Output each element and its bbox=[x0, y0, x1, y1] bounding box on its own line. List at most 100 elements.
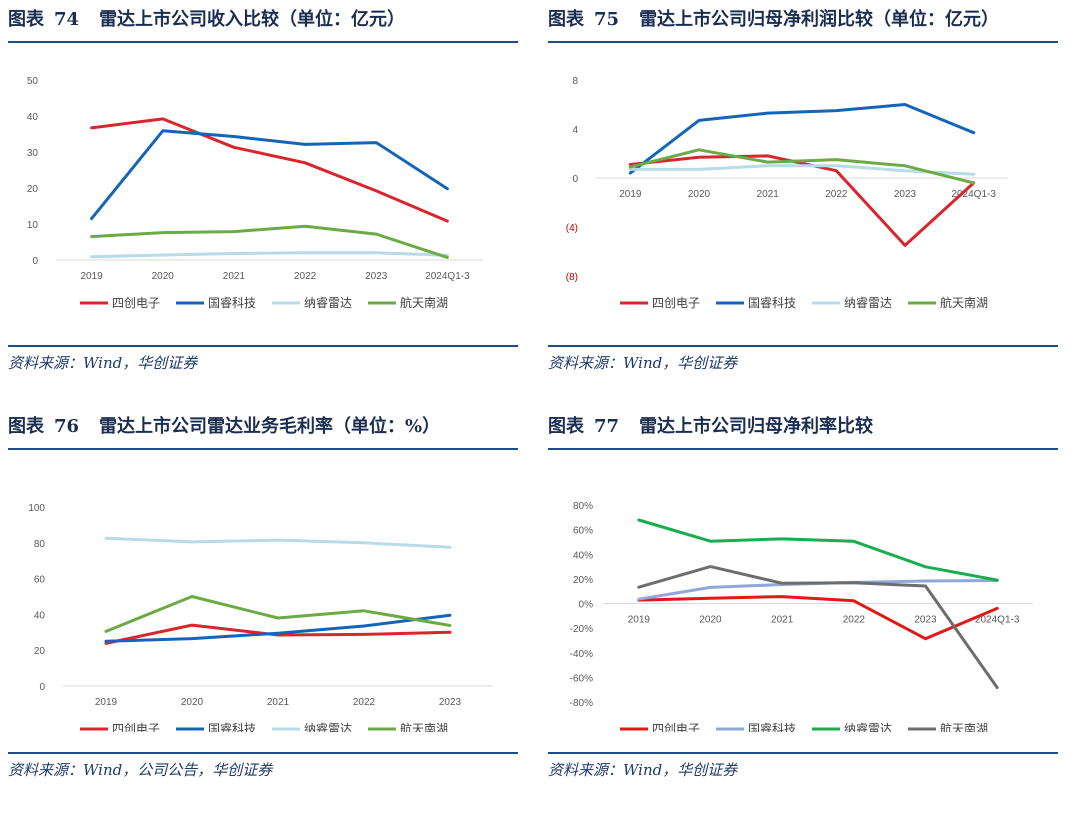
x-tick-label: 2021 bbox=[223, 271, 246, 282]
source-note: 资料来源：Wind，公司公告，华创证券 bbox=[8, 761, 273, 779]
revenue-line-chart: 0 10 20 30 40 50 2019 2020 2021 2022 2023 2024Q1-3 四… bbox=[27, 76, 483, 310]
x-tick-label: 2021 bbox=[757, 189, 780, 200]
series-line bbox=[628, 164, 976, 176]
chart-title: 图表 77 雷达上市公司归母净利率比较 bbox=[548, 416, 874, 437]
series-line bbox=[90, 129, 449, 221]
x-tick-label: 2020 bbox=[152, 271, 175, 282]
x-tick-label: 2023 bbox=[894, 189, 917, 200]
x-tick-label: 2024Q1-3 bbox=[951, 189, 996, 200]
legend-label: 四创电子 bbox=[112, 722, 160, 732]
x-tick-label: 2022 bbox=[353, 697, 376, 708]
legend-label: 国睿科技 bbox=[208, 295, 256, 310]
chart-title: 图表 76 雷达上市公司雷达业务毛利率（单位：%） bbox=[8, 416, 441, 437]
legend-label: 航天南湖 bbox=[940, 295, 988, 310]
y-tick-label: 4 bbox=[572, 125, 578, 136]
legend-label: 四创电子 bbox=[652, 296, 700, 310]
title-rule bbox=[8, 448, 518, 450]
title-rule bbox=[548, 448, 1058, 450]
y-tick-label: 100 bbox=[28, 503, 45, 514]
y-tick-label: -80% bbox=[570, 698, 593, 709]
series-line bbox=[104, 613, 452, 643]
source-rule bbox=[8, 345, 518, 347]
x-tick-label: 2019 bbox=[628, 615, 651, 626]
x-tick-label: 2019 bbox=[619, 189, 642, 200]
legend-label: 四创电子 bbox=[112, 296, 160, 310]
x-tick-label: 2022 bbox=[294, 271, 317, 282]
y-tick-label: 0 bbox=[572, 174, 578, 185]
panel-net-margin: 图表 77 雷达上市公司归母净利率比较 80% 60% 40% 20% 0% -20% -40%… bbox=[548, 407, 1058, 814]
y-tick-label: 40% bbox=[573, 550, 593, 561]
series-line bbox=[90, 224, 449, 259]
y-tick-label: -60% bbox=[570, 673, 593, 684]
net-margin-line-chart: 80% 60% 40% 20% 0% -20% -40% -60% -80% 2019 2020 20… bbox=[570, 501, 1033, 732]
series-line bbox=[628, 154, 976, 247]
y-tick-label: (8) bbox=[566, 272, 578, 283]
y-tick-label: 30 bbox=[27, 148, 39, 159]
series-line bbox=[104, 623, 452, 645]
series-line bbox=[90, 251, 449, 259]
x-tick-label: 2021 bbox=[267, 697, 290, 708]
x-tick-label: 2019 bbox=[95, 697, 118, 708]
x-tick-label: 2023 bbox=[914, 615, 937, 626]
panel-net-profit: 图表 75 雷达上市公司归母净利润比较（单位：亿元） 8 4 0 (4) (8) 2019 20… bbox=[548, 0, 1058, 407]
y-tick-label: 8 bbox=[572, 76, 578, 87]
x-tick-label: 2020 bbox=[688, 189, 711, 200]
panel-gross-margin: 图表 76 雷达上市公司雷达业务毛利率（单位：%） 0 20 40 60 80 100 2019… bbox=[8, 407, 518, 814]
y-tick-label: 20 bbox=[27, 184, 39, 195]
series-line bbox=[104, 536, 452, 549]
x-tick-label: 2023 bbox=[365, 271, 388, 282]
y-tick-label: 80 bbox=[34, 539, 46, 550]
y-tick-label: 40 bbox=[27, 112, 39, 123]
source-rule bbox=[548, 345, 1058, 347]
y-tick-label: 20 bbox=[34, 646, 46, 657]
legend-label: 国睿科技 bbox=[208, 721, 256, 732]
legend-label: 纳睿雷达 bbox=[844, 721, 892, 732]
y-tick-label: (4) bbox=[566, 223, 578, 234]
chart-title: 图表 75 雷达上市公司归母净利润比较（单位：亿元） bbox=[548, 9, 1000, 30]
legend-label: 四创电子 bbox=[652, 722, 700, 732]
series-line bbox=[628, 103, 976, 175]
source-note: 资料来源：Wind，华创证券 bbox=[548, 354, 738, 372]
y-tick-label: 40 bbox=[34, 610, 46, 621]
legend-label: 国睿科技 bbox=[748, 721, 796, 732]
title-rule bbox=[548, 41, 1058, 43]
legend-label: 航天南湖 bbox=[940, 721, 988, 732]
x-tick-label: 2022 bbox=[825, 189, 848, 200]
legend-label: 纳睿雷达 bbox=[304, 295, 352, 310]
x-tick-label: 2023 bbox=[439, 697, 462, 708]
y-tick-label: 0 bbox=[32, 256, 38, 267]
legend-label: 国睿科技 bbox=[748, 295, 796, 310]
y-tick-label: 10 bbox=[27, 220, 39, 231]
y-tick-label: -20% bbox=[570, 624, 593, 635]
panel-revenue: 图表 74 雷达上市公司收入比较（单位：亿元） 0 10 20 30 40 50 2019 202… bbox=[8, 0, 518, 407]
x-tick-label: 2020 bbox=[181, 697, 204, 708]
source-rule bbox=[548, 752, 1058, 754]
series-line bbox=[637, 565, 999, 690]
y-tick-label: 60 bbox=[34, 575, 46, 586]
x-tick-label: 2019 bbox=[80, 271, 103, 282]
y-tick-label: 50 bbox=[27, 76, 39, 87]
title-rule bbox=[8, 41, 518, 43]
y-tick-label: 80% bbox=[573, 501, 593, 512]
x-tick-label: 2020 bbox=[699, 615, 722, 626]
series-line bbox=[90, 117, 449, 223]
x-tick-label: 2022 bbox=[843, 615, 866, 626]
legend-label: 纳睿雷达 bbox=[844, 295, 892, 310]
x-tick-label: 2024Q1-3 bbox=[425, 271, 470, 282]
legend-label: 纳睿雷达 bbox=[304, 721, 352, 732]
y-tick-label: -40% bbox=[570, 649, 593, 660]
gross-margin-line-chart: 0 20 40 60 80 100 2019 2020 2021 2022 2023 四创电子 国睿科技… bbox=[28, 503, 493, 732]
legend-label: 航天南湖 bbox=[400, 295, 448, 310]
source-note: 资料来源：Wind，华创证券 bbox=[548, 761, 738, 779]
x-tick-label: 2024Q1-3 bbox=[975, 615, 1020, 626]
series-line bbox=[628, 148, 976, 185]
y-tick-label: 60% bbox=[573, 526, 593, 537]
y-tick-label: 20% bbox=[573, 575, 593, 586]
source-note: 资料来源：Wind，华创证券 bbox=[8, 354, 198, 372]
net-profit-line-chart: 8 4 0 (4) (8) 2019 2020 2021 2022 2023 2024Q1-3 四创电… bbox=[566, 76, 1008, 310]
y-tick-label: 0 bbox=[39, 682, 45, 693]
x-tick-label: 2021 bbox=[771, 615, 794, 626]
series-line bbox=[104, 595, 452, 633]
source-rule bbox=[8, 752, 518, 754]
series-line bbox=[637, 518, 999, 582]
